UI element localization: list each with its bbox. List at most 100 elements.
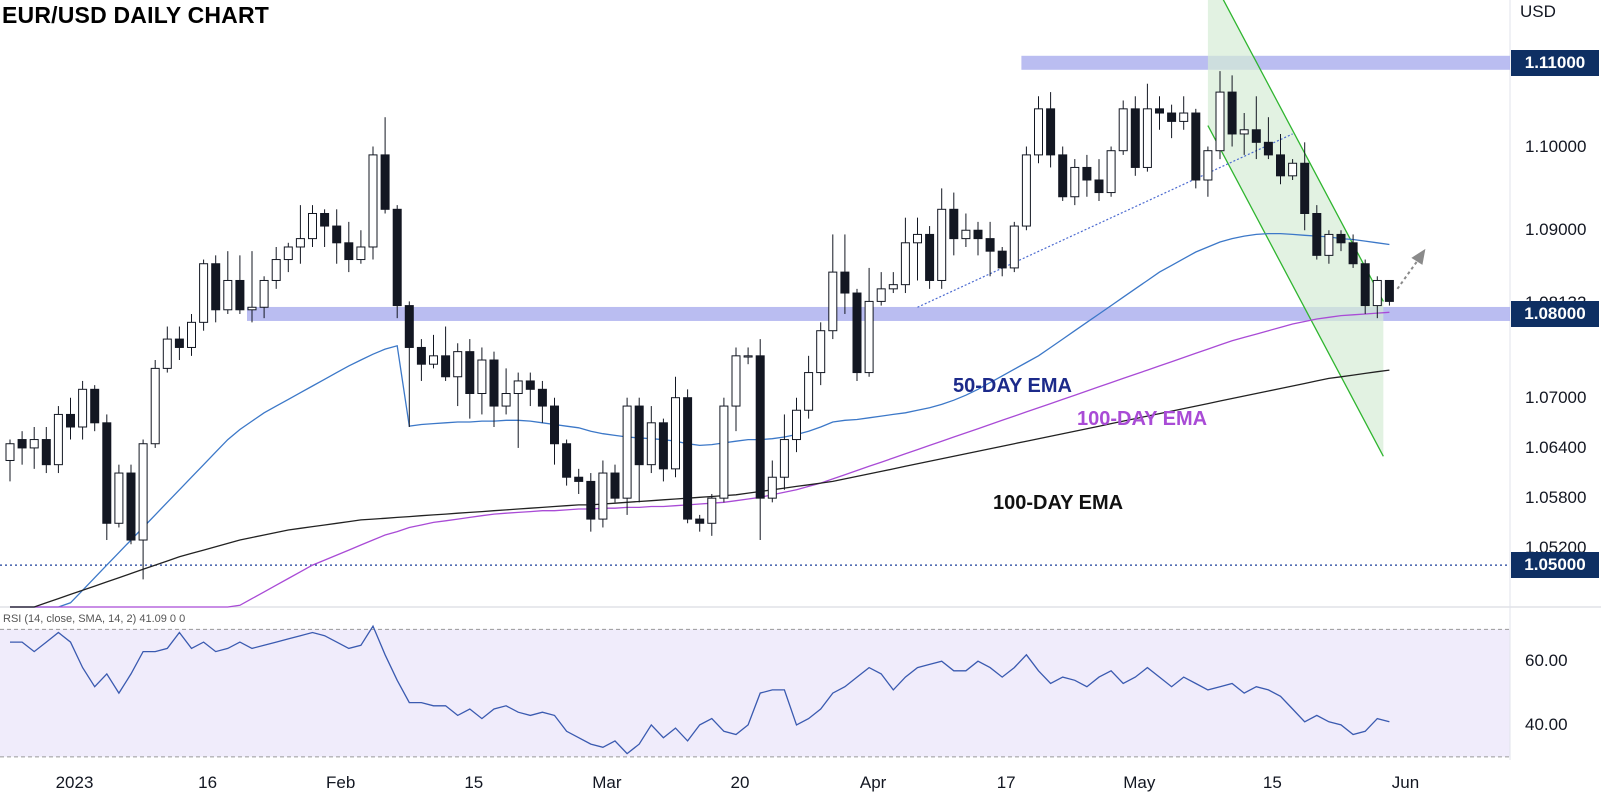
candle[interactable] xyxy=(586,473,596,532)
candle[interactable] xyxy=(162,326,172,373)
ema50-line[interactable] xyxy=(10,232,1390,608)
candle[interactable] xyxy=(356,230,366,264)
candle[interactable] xyxy=(1058,146,1068,201)
candle[interactable] xyxy=(1094,159,1104,201)
candle[interactable] xyxy=(1372,276,1382,319)
candle[interactable] xyxy=(1203,146,1213,197)
candle[interactable] xyxy=(404,301,414,427)
candle[interactable] xyxy=(102,414,112,541)
candle[interactable] xyxy=(816,322,826,386)
candle[interactable] xyxy=(138,439,148,580)
candle[interactable] xyxy=(126,464,136,545)
candle[interactable] xyxy=(562,439,572,486)
candle[interactable] xyxy=(1106,146,1116,197)
candle[interactable] xyxy=(610,464,620,503)
candle[interactable] xyxy=(41,426,51,474)
candle[interactable] xyxy=(66,397,75,440)
candle[interactable] xyxy=(1227,75,1237,147)
candle[interactable] xyxy=(441,326,451,381)
candle[interactable] xyxy=(368,146,378,260)
candle[interactable] xyxy=(804,355,814,419)
candle[interactable] xyxy=(646,406,656,474)
candle[interactable] xyxy=(1312,205,1322,260)
candle[interactable] xyxy=(295,205,305,264)
candle[interactable] xyxy=(622,397,632,515)
candle[interactable] xyxy=(985,221,995,277)
candle[interactable] xyxy=(913,217,922,281)
candle[interactable] xyxy=(5,439,15,482)
candle[interactable] xyxy=(683,389,693,524)
candle[interactable] xyxy=(320,209,330,247)
candle[interactable] xyxy=(1046,92,1056,168)
candle[interactable] xyxy=(1130,96,1140,176)
candle[interactable] xyxy=(150,360,160,448)
candle[interactable] xyxy=(501,368,511,415)
candle[interactable] xyxy=(1021,146,1031,231)
candle[interactable] xyxy=(235,255,245,314)
price-level-tag[interactable]: 1.05000 xyxy=(1511,552,1599,579)
candle[interactable] xyxy=(283,242,293,273)
ema100-line[interactable] xyxy=(10,311,1390,608)
candle[interactable] xyxy=(1324,230,1334,264)
horizontal-zone[interactable] xyxy=(247,306,1510,321)
candle[interactable] xyxy=(1009,221,1019,273)
rsi-indicator-label[interactable]: RSI (14, close, SMA, 14, 2) 41.09 0 0 xyxy=(3,613,186,625)
candle[interactable] xyxy=(1384,279,1394,306)
candle[interactable] xyxy=(1191,108,1201,189)
candle[interactable] xyxy=(429,334,438,369)
candle[interactable] xyxy=(489,351,499,427)
candle[interactable] xyxy=(852,288,862,381)
candle[interactable] xyxy=(961,213,971,247)
candle[interactable] xyxy=(271,246,281,289)
candle[interactable] xyxy=(1142,83,1152,172)
candle[interactable] xyxy=(550,397,559,465)
candle[interactable] xyxy=(1215,71,1225,160)
candle[interactable] xyxy=(344,221,354,273)
candle[interactable] xyxy=(840,234,850,314)
candle[interactable] xyxy=(634,397,644,503)
candle[interactable] xyxy=(937,188,947,289)
candle[interactable] xyxy=(247,251,257,323)
ema200-line[interactable] xyxy=(10,369,1390,608)
candle[interactable] xyxy=(513,372,523,448)
channel-lower-line[interactable] xyxy=(1207,125,1384,457)
candle[interactable] xyxy=(1118,100,1128,155)
candle[interactable] xyxy=(53,406,63,474)
candle[interactable] xyxy=(598,460,608,528)
candle[interactable] xyxy=(1263,117,1273,160)
candle[interactable] xyxy=(380,117,390,214)
candle[interactable] xyxy=(658,418,668,482)
candle[interactable] xyxy=(90,385,100,432)
candle[interactable] xyxy=(779,414,789,490)
candle[interactable] xyxy=(1288,159,1298,181)
candle[interactable] xyxy=(1336,230,1346,252)
candle[interactable] xyxy=(29,426,39,469)
candle[interactable] xyxy=(719,397,729,503)
candle[interactable] xyxy=(477,347,487,415)
candle[interactable] xyxy=(876,272,886,306)
rsi-line[interactable] xyxy=(10,624,1390,755)
candle[interactable] xyxy=(114,464,124,528)
candle[interactable] xyxy=(525,372,535,407)
candle[interactable] xyxy=(864,267,874,377)
candle[interactable] xyxy=(537,380,547,423)
candle[interactable] xyxy=(416,339,426,381)
candle[interactable] xyxy=(1276,133,1285,185)
candle[interactable] xyxy=(1348,234,1358,268)
candle[interactable] xyxy=(743,347,753,365)
candle[interactable] xyxy=(767,460,777,503)
candle[interactable] xyxy=(1070,159,1080,206)
candle[interactable] xyxy=(925,226,935,289)
candle[interactable] xyxy=(453,343,463,407)
candle[interactable] xyxy=(332,209,342,264)
candle[interactable] xyxy=(392,205,402,319)
candle[interactable] xyxy=(1034,96,1043,164)
candle[interactable] xyxy=(1360,259,1370,314)
candle[interactable] xyxy=(187,313,196,356)
candle[interactable] xyxy=(211,255,221,323)
horizontal-zone[interactable] xyxy=(1021,55,1510,70)
candle[interactable] xyxy=(695,514,705,532)
candle[interactable] xyxy=(223,251,233,314)
candle[interactable] xyxy=(755,339,765,541)
candle[interactable] xyxy=(792,397,801,453)
